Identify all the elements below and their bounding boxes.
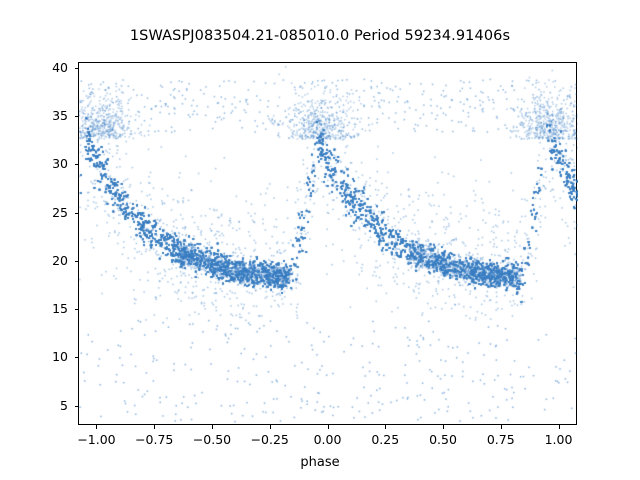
y-tick-label: 10 xyxy=(52,349,68,365)
y-tick-mark xyxy=(74,67,78,69)
y-tick-label: 40 xyxy=(52,59,68,75)
y-tick-mark xyxy=(74,357,78,359)
y-tick-mark xyxy=(74,212,78,214)
x-tick-mark xyxy=(385,425,387,429)
y-tick-mark xyxy=(74,116,78,118)
plot-axes xyxy=(78,62,578,426)
x-tick-mark xyxy=(558,425,560,429)
x-tick-mark xyxy=(154,425,156,429)
x-tick-mark xyxy=(327,425,329,429)
y-tick-mark xyxy=(74,260,78,262)
y-tick-label: 30 xyxy=(52,156,68,172)
y-tick-label: 20 xyxy=(52,252,68,268)
y-tick-label: 25 xyxy=(52,204,68,220)
y-tick-mark xyxy=(74,164,78,166)
y-axis-label: flux xyxy=(0,198,1,222)
x-tick-label: −0.50 xyxy=(192,432,232,447)
y-tick-label: 35 xyxy=(52,108,68,124)
x-tick-mark xyxy=(211,425,213,429)
y-tick-mark xyxy=(74,309,78,311)
x-tick-label: 0.75 xyxy=(486,432,515,447)
x-tick-mark xyxy=(500,425,502,429)
x-tick-mark xyxy=(443,425,444,429)
chart-title: 1SWASPJ083504.21-085010.0 Period 59234.9… xyxy=(129,28,511,44)
x-tick-label: −1.00 xyxy=(77,432,116,447)
x-tick-mark xyxy=(96,425,98,429)
scatter-plot-canvas xyxy=(79,63,578,426)
x-axis-label: phase xyxy=(300,455,340,470)
x-tick-label: 0.00 xyxy=(313,432,342,447)
x-tick-label: 0.50 xyxy=(429,432,457,447)
x-tick-label: 0.25 xyxy=(371,432,400,447)
y-tick-label: 15 xyxy=(52,301,68,317)
x-tick-label: −0.75 xyxy=(135,432,174,447)
x-tick-mark xyxy=(269,425,271,429)
y-tick-mark xyxy=(74,405,78,407)
y-tick-label: 5 xyxy=(60,397,68,413)
x-tick-label: 1.00 xyxy=(544,432,573,447)
x-tick-label: −0.25 xyxy=(250,432,289,447)
